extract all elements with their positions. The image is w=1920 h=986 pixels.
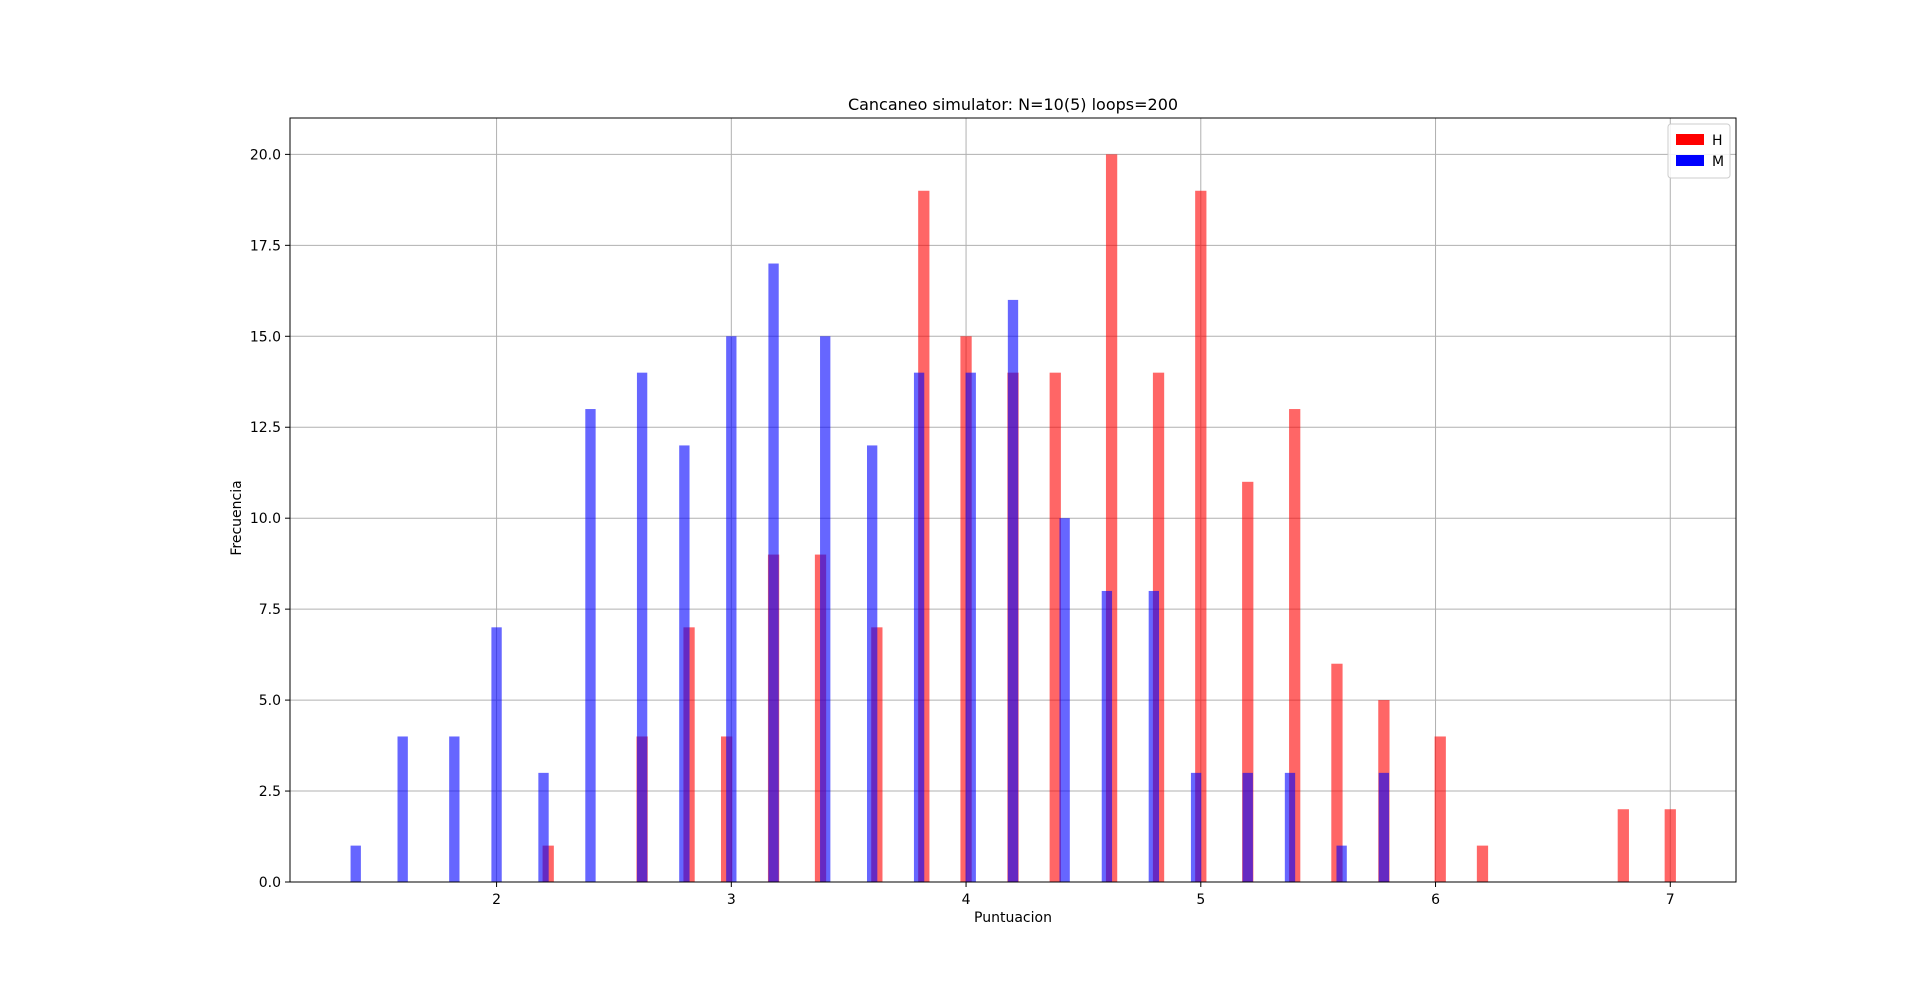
bar-h (1105, 154, 1118, 882)
bar-m (913, 372, 925, 882)
bar-m (585, 409, 596, 882)
y-tick-label: 20.0 (250, 147, 281, 163)
bar-h (1476, 845, 1489, 882)
legend-label-h: H (1712, 133, 1723, 149)
bar-m (636, 372, 648, 882)
bar-h (1242, 481, 1254, 882)
bar-m (1059, 518, 1070, 882)
bar-m (768, 263, 779, 882)
bar-h (1617, 809, 1629, 882)
bar-h (1195, 190, 1207, 882)
axes: 2 3 4 5 6 7 0.0 2.5 5.0 7.5 10.0 12.5 15.0 17.5 20.0 (250, 117, 1737, 908)
bar-m (965, 372, 976, 882)
y-tick-label: 12.5 (250, 420, 281, 436)
y-tick-label: 2.5 (259, 784, 281, 800)
bar-h (1434, 736, 1446, 882)
legend-label-m: M (1712, 154, 1724, 170)
bar-m (866, 445, 878, 882)
bar-m (491, 627, 502, 882)
chart-title: Cancaneo simulator: N=10(5) loops=200 (848, 95, 1178, 114)
bar-m (1101, 590, 1113, 882)
y-tick-label: 7.5 (259, 602, 281, 618)
bar-h (1331, 663, 1343, 882)
bar-m (1190, 772, 1202, 882)
plot-frame (289, 117, 1737, 883)
bar-h (1049, 372, 1061, 882)
y-tick-label: 0.0 (259, 875, 281, 891)
legend-swatch-m (1676, 155, 1704, 166)
x-tick-label: 5 (1196, 892, 1205, 908)
bar-m (820, 336, 831, 882)
bar-m (1284, 772, 1296, 882)
bar-m (679, 445, 690, 882)
bar-m (1148, 590, 1160, 882)
x-tick-label: 7 (1666, 892, 1675, 908)
y-tick-label: 5.0 (259, 693, 281, 709)
x-tick-label: 2 (492, 892, 501, 908)
x-tick-label: 3 (727, 892, 736, 908)
bars (350, 154, 1676, 882)
x-tick-label: 6 (1431, 892, 1440, 908)
bar-m (1336, 845, 1347, 882)
legend-swatch-h (1676, 134, 1704, 145)
y-tick-label: 17.5 (250, 238, 281, 254)
x-axis-label: Puntuacion (974, 910, 1052, 926)
bar-h (1289, 409, 1301, 882)
y-tick-label: 15.0 (250, 329, 281, 345)
bar-m (726, 336, 737, 882)
bar-m (1242, 772, 1253, 882)
bar-m (350, 845, 361, 882)
y-tick-label: 10.0 (250, 511, 281, 527)
bar-m (449, 736, 460, 882)
bar-m (1378, 772, 1390, 882)
x-tick-label: 4 (962, 892, 971, 908)
bar-m (1007, 299, 1019, 882)
bar-m (538, 772, 549, 882)
y-axis-label: Frecuencia (229, 480, 245, 555)
bar-m (397, 736, 408, 882)
legend: HM (1667, 123, 1731, 179)
bar-h (1664, 809, 1676, 882)
